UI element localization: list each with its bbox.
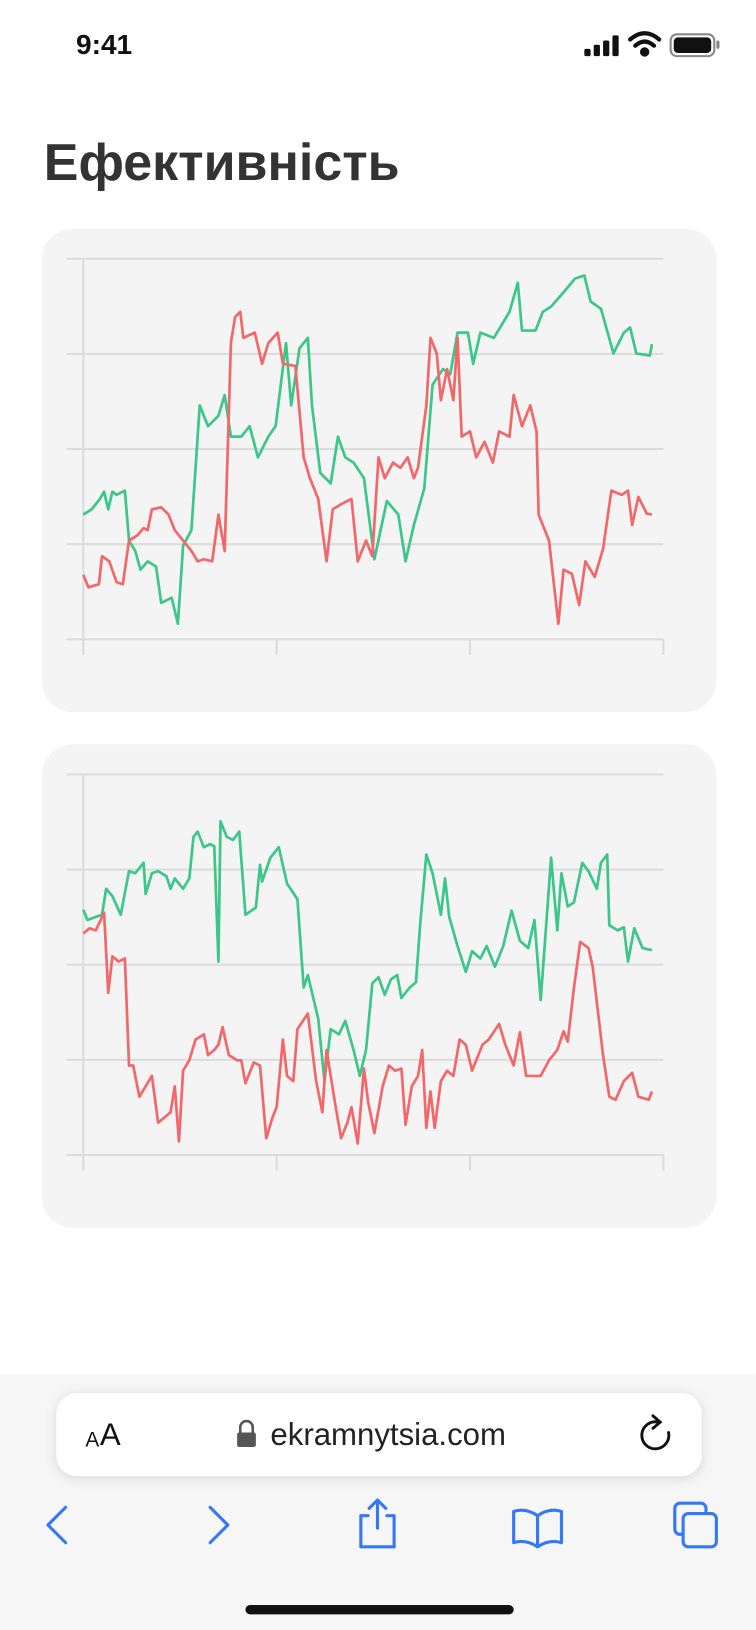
tabs-button[interactable]	[673, 1501, 718, 1549]
data-line	[82, 911, 654, 1145]
page-title: Ефективність	[44, 134, 400, 192]
lock-icon	[237, 1419, 256, 1448]
url[interactable]: ekramnytsia.com	[270, 1417, 506, 1452]
chart-card	[41, 744, 717, 1228]
battery-icon	[669, 33, 720, 58]
charts	[66, 257, 665, 1171]
home-indicator	[245, 1605, 514, 1615]
bookmarks-button[interactable]	[512, 1508, 564, 1549]
signal-icon	[584, 35, 619, 57]
back-button[interactable]	[46, 1505, 68, 1545]
text-size-large[interactable]: A	[100, 1417, 121, 1452]
status-time: 9:41	[76, 29, 132, 60]
data-line	[82, 274, 654, 626]
share-button[interactable]	[359, 1498, 396, 1549]
forward-button[interactable]	[208, 1505, 230, 1545]
address-bar[interactable]	[56, 1392, 702, 1477]
reload-button[interactable]	[640, 1414, 671, 1451]
text-size-small[interactable]: A	[85, 1428, 99, 1451]
wifi-icon	[628, 31, 662, 57]
data-line	[82, 819, 653, 1083]
data-line	[82, 310, 653, 626]
